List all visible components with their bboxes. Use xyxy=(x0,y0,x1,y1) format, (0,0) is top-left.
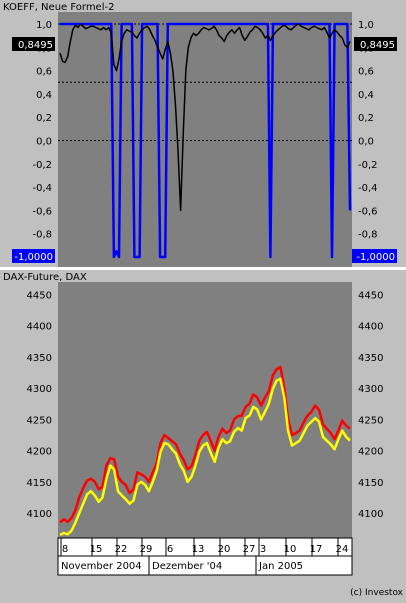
x-day-label: 27 xyxy=(243,544,256,555)
x-day-label: 3 xyxy=(260,544,266,555)
dax-series-red-high xyxy=(59,365,351,524)
dax-y-tick-left: 4400 xyxy=(27,322,52,333)
dax-title: DAX-Future, DAX xyxy=(3,272,87,283)
dax-y-tick-right: 4150 xyxy=(358,478,383,489)
koeff-y-tick-right: 0,6 xyxy=(358,67,374,78)
footer-credit: (c) Investox xyxy=(350,588,404,598)
dax-panel: DAX-Future, DAX 4450 4400 4350 4300 4250 4200… xyxy=(0,270,406,538)
x-day-label: 29 xyxy=(140,544,153,555)
koeff-y-axis-left: 1,00,80,60,40,20,0-0,2-0,4-0,6-0,8 xyxy=(32,20,52,241)
x-day-labels: 8 15 22 29 6 13 20 27 3 10 17 24 xyxy=(60,538,349,556)
koeff-panel: KOEFF, Neue Formel-2 1,00,80,60,40,20,0-… xyxy=(0,0,406,267)
x-axis-month-band xyxy=(57,555,353,576)
x-day-label: 17 xyxy=(310,544,323,555)
koeff-y-tick-left: -0,6 xyxy=(32,206,52,217)
dax-y-axis-right: 4450 4400 4350 4300 4250 4200 4150 4100 xyxy=(358,290,383,520)
x-day-label: 8 xyxy=(62,544,68,555)
koeff-title: KOEFF, Neue Formel-2 xyxy=(3,2,114,13)
x-axis: 8 15 22 29 6 13 20 27 3 10 17 24 November 2004 Dezem… xyxy=(57,537,353,576)
koeff-y-tick-right: 1,0 xyxy=(358,20,374,31)
koeff-y-axis-right: 1,00,80,60,40,20,0-0,2-0,4-0,6-0,8 xyxy=(358,20,378,241)
dax-y-tick-right: 4250 xyxy=(358,415,383,426)
koeff-y-tick-left: 0,2 xyxy=(36,113,52,124)
koeff-value-badge-left-bg xyxy=(12,37,55,51)
koeff-y-tick-left: -0,8 xyxy=(32,230,52,241)
koeff-value-badge-left: 0,8495 xyxy=(18,40,53,51)
koeff-series xyxy=(59,22,352,259)
dax-y-tick-right: 4200 xyxy=(358,447,383,458)
dax-y-tick-left: 4250 xyxy=(27,415,52,426)
koeff-y-tick-left: -0,4 xyxy=(32,183,52,194)
koeff-y-tick-right: 0,0 xyxy=(358,137,374,148)
koeff-y-tick-left: 0,4 xyxy=(36,90,52,101)
dax-series xyxy=(59,365,351,537)
dax-y-tick-right: 4100 xyxy=(358,509,383,520)
koeff-min-badge-right-bg xyxy=(352,249,397,263)
koeff-min-badge-left: -1,0000 xyxy=(14,252,53,263)
dax-series-yellow-low xyxy=(59,377,351,537)
x-month-label: Jan 2005 xyxy=(258,561,303,572)
dax-y-tick-right: 4400 xyxy=(358,322,383,333)
dax-y-tick-right: 4450 xyxy=(358,290,383,301)
x-month-label: November 2004 xyxy=(61,561,142,572)
dax-y-tick-left: 4300 xyxy=(27,384,52,395)
koeff-y-tick-left: 0,0 xyxy=(36,137,52,148)
dax-title-bar xyxy=(0,270,406,282)
dax-y-tick-left: 4200 xyxy=(27,447,52,458)
x-day-label: 22 xyxy=(115,544,128,555)
koeff-y-tick-right: -0,2 xyxy=(358,160,378,171)
koeff-y-tick-right: 0,4 xyxy=(358,90,374,101)
x-day-label: 24 xyxy=(336,544,349,555)
koeff-y-tick-left: -0,2 xyxy=(32,160,52,171)
x-day-label: 15 xyxy=(90,544,103,555)
koeff-min-badge-right: -1,0000 xyxy=(356,252,395,263)
dax-plot-area xyxy=(58,282,352,538)
x-day-label: 10 xyxy=(284,544,297,555)
koeff-y-tick-right: -0,8 xyxy=(358,230,378,241)
dax-y-tick-left: 4150 xyxy=(27,478,52,489)
x-day-label: 13 xyxy=(192,544,205,555)
dax-y-tick-right: 4300 xyxy=(358,384,383,395)
koeff-plot-area xyxy=(58,12,352,267)
koeff-y-tick-right: -0,6 xyxy=(358,206,378,217)
koeff-value-badge-right-bg xyxy=(354,37,397,51)
dax-y-tick-left: 4100 xyxy=(27,509,52,520)
dax-y-tick-left: 4450 xyxy=(27,290,52,301)
dax-y-tick-right: 4350 xyxy=(358,353,383,364)
x-day-label: 20 xyxy=(218,544,231,555)
dax-y-tick-left: 4350 xyxy=(27,353,52,364)
koeff-y-tick-left: 1,0 xyxy=(36,20,52,31)
koeff-y-tick-left: 0,6 xyxy=(36,67,52,78)
x-day-label: 6 xyxy=(167,544,173,555)
x-month-labels: November 2004 Dezember '04 Jan 2005 xyxy=(61,556,303,575)
koeff-y-tick-right: -0,4 xyxy=(358,183,378,194)
koeff-series-black-koeff xyxy=(59,23,351,212)
koeff-y-tick-right: 0,2 xyxy=(358,113,374,124)
koeff-min-badge-left-bg xyxy=(12,249,55,263)
panel-separator xyxy=(0,267,406,270)
x-month-label: Dezember '04 xyxy=(152,561,222,572)
koeff-value-badge-right: 0,8495 xyxy=(360,40,395,51)
koeff-title-bar xyxy=(0,0,406,12)
dax-y-axis-left: 4450 4400 4350 4300 4250 4200 4150 4100 xyxy=(27,290,52,520)
koeff-series-blue-binary xyxy=(60,22,352,259)
